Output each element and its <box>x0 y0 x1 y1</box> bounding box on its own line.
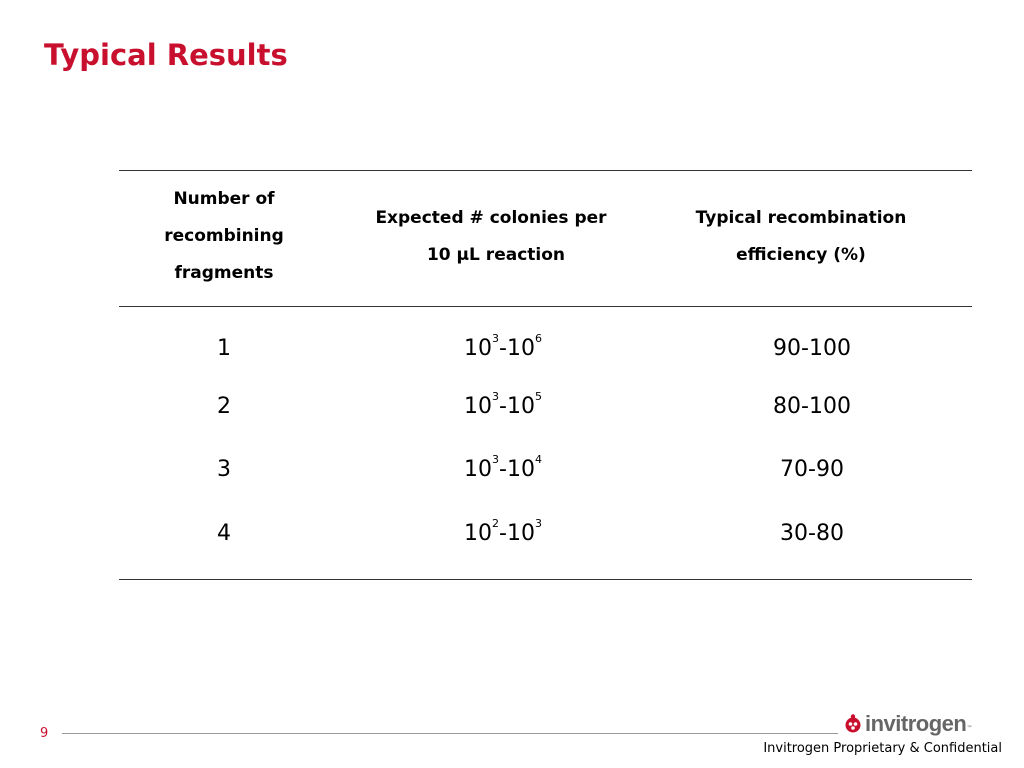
confidentiality-notice: Invitrogen Proprietary & Confidential <box>763 741 1002 756</box>
header-colonies: Expected # colonies per 10 μL reaction <box>341 200 641 274</box>
invitrogen-logo: invitrogen ™ <box>838 711 1000 737</box>
fragments-cell: 4 <box>217 521 231 546</box>
header-line: Number of <box>173 189 275 209</box>
efficiency-cell: 80-100 <box>773 394 851 419</box>
colonies-cell: 103-106 <box>464 332 542 361</box>
fragments-cell: 1 <box>217 336 231 361</box>
table-top-rule <box>119 170 972 171</box>
header-line: fragments <box>174 263 274 283</box>
colonies-cell: 103-105 <box>464 390 542 419</box>
header-line: Typical recombination <box>695 208 907 228</box>
logo-trademark: ™ <box>966 724 973 732</box>
header-line: recombining <box>164 226 284 246</box>
invitrogen-mark-icon <box>845 714 861 733</box>
header-line: efficiency (%) <box>736 245 866 265</box>
logo-wordmark: invitrogen <box>865 711 967 736</box>
header-bottom-rule <box>119 306 972 307</box>
footer-divider <box>62 733 1000 734</box>
slide-title: Typical Results <box>44 38 288 72</box>
page-number: 9 <box>40 726 49 741</box>
fragments-cell: 3 <box>217 457 231 482</box>
header-fragments: Number of recombining fragments <box>119 181 329 292</box>
colonies-cell: 102-103 <box>464 517 542 546</box>
table-bottom-rule <box>119 579 972 580</box>
efficiency-cell: 30-80 <box>780 521 844 546</box>
fragments-cell: 2 <box>217 394 231 419</box>
header-line: Expected # colonies per <box>375 208 607 228</box>
efficiency-cell: 70-90 <box>780 457 844 482</box>
header-line: 10 μL reaction <box>426 245 566 265</box>
efficiency-cell: 90-100 <box>773 336 851 361</box>
colonies-cell: 103-104 <box>464 453 542 482</box>
header-efficiency: Typical recombination efficiency (%) <box>661 200 941 274</box>
